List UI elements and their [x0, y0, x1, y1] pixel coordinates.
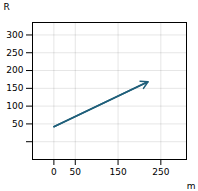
svg-text:250: 250: [152, 167, 169, 177]
svg-text:150: 150: [6, 83, 23, 93]
svg-text:150: 150: [109, 167, 126, 177]
svg-text:300: 300: [6, 30, 23, 40]
svg-text:100: 100: [6, 101, 23, 111]
svg-text:0: 0: [51, 167, 57, 177]
svg-text:m: m: [187, 181, 196, 191]
svg-text:50: 50: [12, 119, 24, 129]
svg-text:50: 50: [70, 167, 82, 177]
svg-text:200: 200: [6, 65, 23, 75]
svg-text:250: 250: [6, 48, 23, 58]
svg-text:R: R: [4, 2, 10, 12]
